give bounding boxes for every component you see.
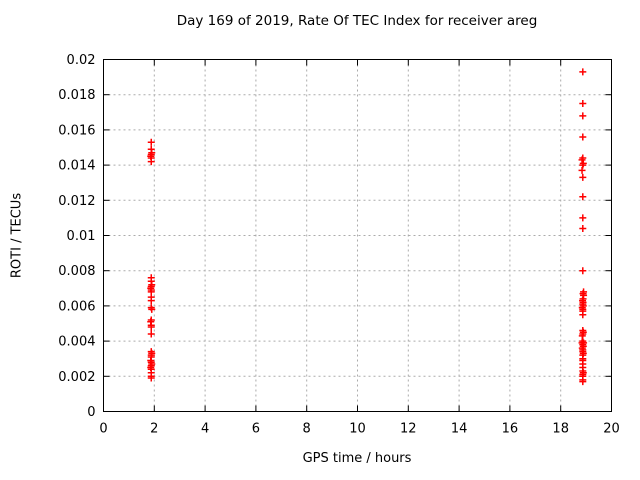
data-point-marker [579,224,587,232]
y-tick-label: 0.02 [67,53,96,68]
x-axis-label: GPS time / hours [302,451,412,466]
data-point-marker [579,214,587,222]
x-tick-label: 14 [451,422,468,437]
x-tick-label: 12 [400,422,417,437]
data-point-marker [147,330,155,338]
y-tick-label: 0.016 [58,123,95,138]
data-point-marker [579,112,587,120]
x-tick-label: 8 [303,422,311,437]
y-tick-label: 0 [87,405,95,420]
x-tick-label: 0 [99,422,107,437]
x-tick-label: 16 [502,422,519,437]
chart-title: Day 169 of 2019, Rate Of TEC Index for r… [176,13,538,29]
data-point-marker [579,133,587,141]
data-point-marker [579,100,587,107]
data-point-marker [578,166,586,174]
data-point-marker [579,311,587,319]
data-point-marker [579,68,587,76]
y-tick-label: 0.014 [58,159,95,174]
data-point-marker [579,161,587,169]
y-tick-label: 0.002 [58,370,95,385]
data-point-marker [147,297,155,305]
x-tick-label: 2 [150,422,158,437]
x-tick-label: 4 [201,422,209,437]
data-point-marker [579,267,587,275]
y-tick-label: 0.006 [58,299,95,314]
y-tick-label: 0.018 [58,88,95,103]
data-point-marker [147,323,155,331]
data-point-marker [147,374,155,382]
x-tick-label: 6 [252,422,260,437]
x-tick-label: 10 [349,422,366,437]
y-tick-label: 0.01 [67,229,96,244]
y-tick-label: 0.008 [58,264,95,279]
data-point-marker [579,378,587,386]
x-tick-label: 18 [552,422,569,437]
data-point-marker [579,193,587,201]
y-tick-label: 0.004 [58,335,95,350]
data-point-marker [148,305,156,313]
data-point-marker [147,138,155,146]
data-point-marker [578,156,586,164]
data-point-marker [147,158,155,166]
x-tick-label: 20 [603,422,620,437]
data-point-marker [579,173,587,181]
y-tick-label: 0.012 [58,194,95,209]
